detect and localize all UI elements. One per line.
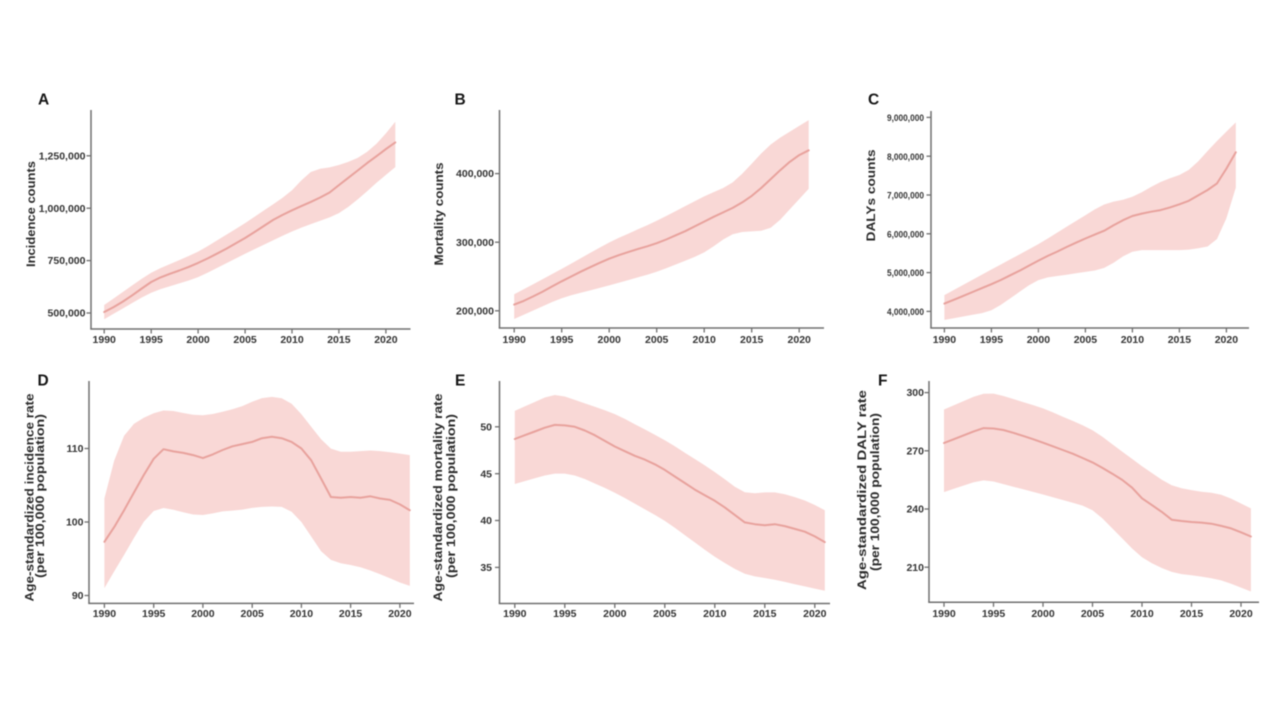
svg-text:300,000: 300,000 <box>456 237 494 249</box>
svg-text:7,000,000: 7,000,000 <box>887 191 924 201</box>
svg-text:1990: 1990 <box>503 334 527 346</box>
svg-text:110: 110 <box>67 443 84 455</box>
svg-text:Mortality counts: Mortality counts <box>432 162 446 265</box>
svg-text:E: E <box>455 373 465 390</box>
svg-text:DALYs counts: DALYs counts <box>864 149 878 241</box>
svg-text:400,000: 400,000 <box>456 168 494 180</box>
svg-text:1995: 1995 <box>982 608 1006 620</box>
svg-text:500,000: 500,000 <box>48 308 86 320</box>
svg-text:2015: 2015 <box>753 608 777 620</box>
svg-text:1995: 1995 <box>550 334 574 346</box>
svg-text:1,250,000: 1,250,000 <box>39 150 86 162</box>
svg-text:2005: 2005 <box>241 608 265 620</box>
svg-text:1990: 1990 <box>933 334 957 346</box>
svg-text:1995: 1995 <box>553 608 577 620</box>
svg-text:2000: 2000 <box>1031 608 1055 620</box>
svg-text:100: 100 <box>66 517 84 529</box>
svg-text:270: 270 <box>906 445 924 457</box>
svg-text:9,000,000: 9,000,000 <box>887 113 924 123</box>
svg-text:50: 50 <box>480 421 492 433</box>
svg-text:2020: 2020 <box>803 608 827 620</box>
svg-text:1990: 1990 <box>503 608 527 620</box>
svg-text:2015: 2015 <box>1168 334 1192 346</box>
svg-text:1990: 1990 <box>93 334 117 346</box>
svg-text:2000: 2000 <box>598 334 622 346</box>
svg-text:5,000,000: 5,000,000 <box>887 268 924 278</box>
svg-text:2015: 2015 <box>327 334 351 346</box>
svg-text:Age-standardized DALY rate: Age-standardized DALY rate <box>855 390 869 590</box>
svg-text:(per 100,000 population): (per 100,000 population) <box>444 414 458 578</box>
svg-text:200,000: 200,000 <box>456 305 494 317</box>
svg-text:2000: 2000 <box>191 608 215 620</box>
svg-text:1995: 1995 <box>142 608 166 620</box>
svg-text:2015: 2015 <box>1180 608 1204 620</box>
svg-text:2010: 2010 <box>1130 608 1154 620</box>
svg-text:2020: 2020 <box>374 334 398 346</box>
svg-text:240: 240 <box>906 504 924 516</box>
svg-text:(per 100,000 population): (per 100,000 population) <box>33 414 47 578</box>
svg-text:40: 40 <box>480 515 492 527</box>
svg-text:C: C <box>868 92 879 109</box>
svg-text:A: A <box>38 92 49 109</box>
svg-text:2020: 2020 <box>1215 334 1239 346</box>
svg-text:(per 100,000 population): (per 100,000 population) <box>868 413 882 571</box>
svg-text:2005: 2005 <box>645 334 669 346</box>
svg-text:750,000: 750,000 <box>48 255 86 267</box>
svg-text:2000: 2000 <box>603 608 627 620</box>
svg-text:2020: 2020 <box>1229 608 1253 620</box>
svg-text:2000: 2000 <box>186 334 210 346</box>
svg-text:2010: 2010 <box>693 334 717 346</box>
svg-text:Incidence counts: Incidence counts <box>24 161 38 267</box>
svg-text:45: 45 <box>480 468 492 480</box>
svg-text:90: 90 <box>72 590 84 602</box>
svg-text:2005: 2005 <box>653 608 677 620</box>
svg-text:2005: 2005 <box>233 334 257 346</box>
svg-text:210: 210 <box>906 562 924 574</box>
svg-text:1990: 1990 <box>93 608 117 620</box>
svg-text:2010: 2010 <box>703 608 727 620</box>
svg-text:2020: 2020 <box>788 334 812 346</box>
svg-text:2005: 2005 <box>1081 608 1105 620</box>
svg-text:8,000,000: 8,000,000 <box>887 152 924 162</box>
svg-text:2010: 2010 <box>1121 334 1145 346</box>
svg-text:Age-standardized mortality rat: Age-standardized mortality rate <box>431 393 445 601</box>
svg-text:1,000,000: 1,000,000 <box>39 203 86 215</box>
svg-text:1995: 1995 <box>980 334 1004 346</box>
svg-text:2015: 2015 <box>339 608 363 620</box>
svg-text:4,000,000: 4,000,000 <box>887 307 924 317</box>
svg-text:1995: 1995 <box>140 334 164 346</box>
svg-text:1990: 1990 <box>932 608 956 620</box>
svg-text:2010: 2010 <box>290 608 314 620</box>
svg-text:35: 35 <box>480 562 492 574</box>
svg-text:B: B <box>455 92 466 109</box>
svg-text:2000: 2000 <box>1027 334 1051 346</box>
svg-text:Age-standardized incidence ra: Age-standardized incidence rate <box>23 393 37 601</box>
svg-text:2005: 2005 <box>1074 334 1098 346</box>
svg-text:D: D <box>38 373 49 390</box>
svg-text:2010: 2010 <box>280 334 304 346</box>
svg-text:6,000,000: 6,000,000 <box>887 229 924 239</box>
svg-text:2020: 2020 <box>388 608 412 620</box>
svg-text:300: 300 <box>906 387 924 399</box>
svg-text:F: F <box>878 373 887 390</box>
svg-text:2015: 2015 <box>740 334 764 346</box>
